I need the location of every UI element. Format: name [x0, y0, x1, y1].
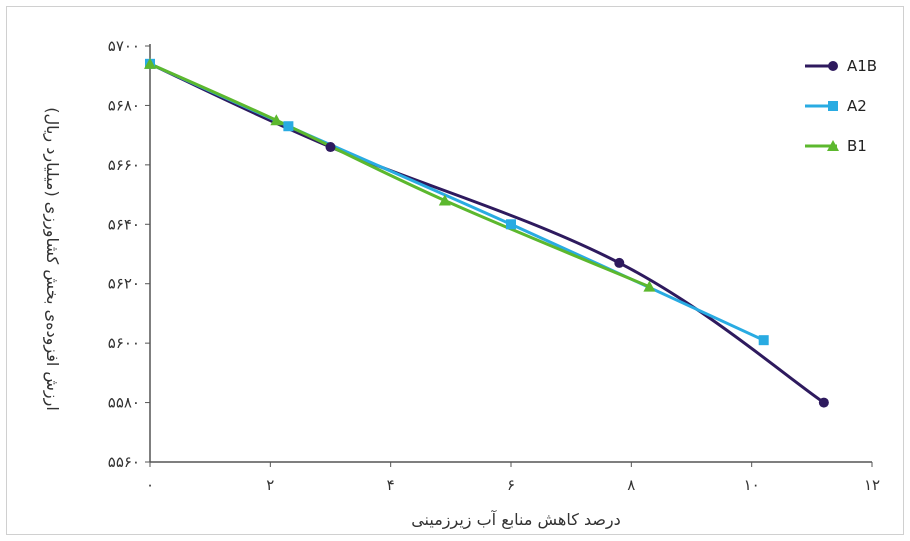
legend-marker-b1	[827, 140, 839, 151]
data-point-a2	[283, 121, 294, 132]
chart-frame: ۵۵۶۰ ۵۵۸۰ ۵۶۰۰ ۵۶۲۰ ۵۶۴۰ ۵۶۶۰ ۵۶۸۰ ۵۷۰۰ ۰ ۲ ۴ ۶ ۸ ۱۰…	[6, 6, 904, 535]
x-tick-label: ۶	[507, 476, 515, 494]
data-point-a2	[758, 335, 769, 346]
x-tick-label: ۱۰	[744, 476, 760, 494]
legend-marker-a1b	[828, 61, 838, 71]
data-point-a1b	[614, 257, 625, 268]
x-tick-label: ۲	[266, 476, 274, 494]
data-point-b1	[643, 280, 656, 292]
y-tick-label: ۵۶۰۰	[108, 334, 140, 352]
x-axis-title: درصد کاهش منابع آب زیرزمینی	[411, 510, 621, 530]
legend-label-a1b: A1B	[847, 57, 877, 75]
y-tick-label: ۵۷۰۰	[108, 37, 140, 55]
y-axis-title: ارزش افزوده‌ی بخش کشاورزی (میلیارد ریال)	[42, 107, 62, 411]
x-tick-labels: ۰ ۲ ۴ ۶ ۸ ۱۰ ۱۲	[146, 476, 880, 494]
legend-label-b1: B1	[847, 137, 867, 155]
y-tick-label: ۵۵۸۰	[108, 394, 140, 412]
x-tick-label: ۴	[387, 476, 395, 494]
data-point-a2	[506, 219, 516, 230]
series-line-a1b	[149, 62, 825, 404]
line-chart: ۵۵۶۰ ۵۵۸۰ ۵۶۰۰ ۵۶۲۰ ۵۶۴۰ ۵۶۶۰ ۵۶۸۰ ۵۷۰۰ ۰ ۲ ۴ ۶ ۸ ۱۰…	[42, 37, 880, 530]
x-tick-label: ۱۲	[864, 476, 880, 494]
data-point-b1	[270, 114, 283, 126]
y-tick-label: ۵۵۶۰	[108, 453, 140, 471]
data-point-b1	[438, 194, 451, 206]
y-tick-label: ۵۶۲۰	[108, 275, 140, 293]
y-tick-label: ۵۶۶۰	[108, 156, 140, 174]
y-tick-labels: ۵۵۶۰ ۵۵۸۰ ۵۶۰۰ ۵۶۲۰ ۵۶۴۰ ۵۶۶۰ ۵۶۸۰ ۵۷۰۰	[108, 37, 140, 471]
axes	[145, 44, 873, 467]
legend-marker-a2	[828, 101, 838, 111]
legend: A1B A2 B1	[805, 57, 877, 155]
y-tick-label: ۵۶۸۰	[108, 96, 140, 114]
series-lines	[149, 62, 825, 404]
series-markers	[144, 57, 829, 408]
x-tick-label: ۰	[146, 476, 154, 494]
data-point-b1	[144, 57, 156, 69]
legend-label-a2: A2	[847, 97, 867, 115]
y-tick-label: ۵۶۴۰	[108, 215, 140, 233]
data-point-a1b	[818, 397, 829, 408]
series-line-b1	[149, 62, 650, 289]
x-tick-label: ۸	[627, 476, 635, 494]
data-point-a1b	[325, 142, 336, 153]
